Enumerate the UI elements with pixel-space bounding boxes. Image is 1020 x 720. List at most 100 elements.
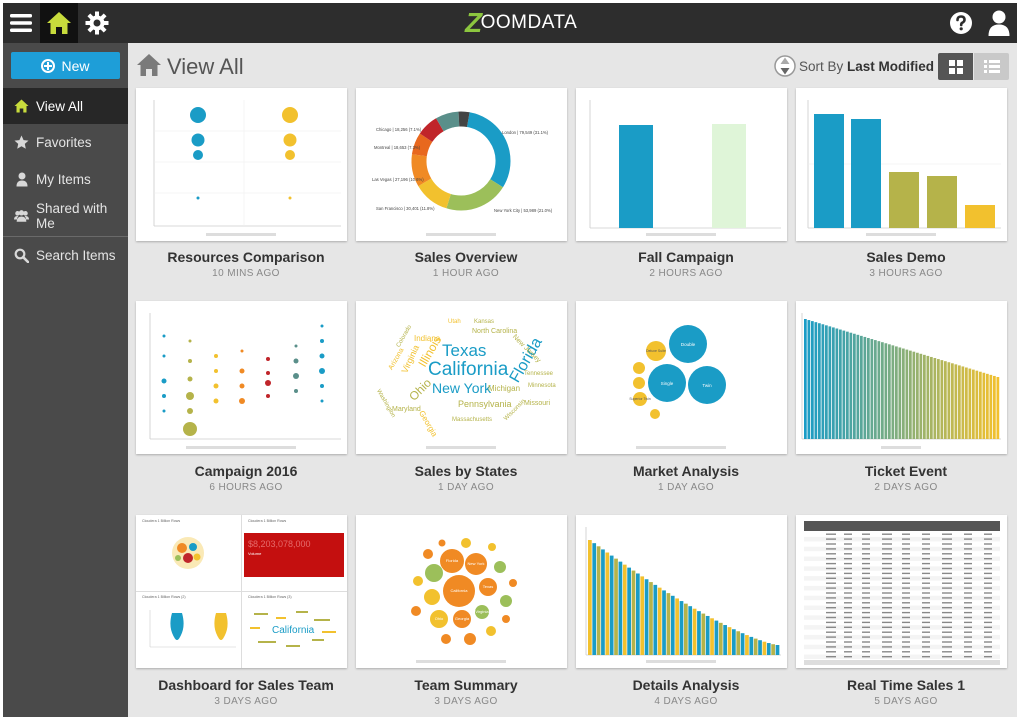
card-thumbnail[interactable]: Florida New York California Texas Ohio G… [356,515,567,668]
table-cell [964,533,972,535]
table-cell [942,548,952,550]
panel-title: Cloudera 1 Billion Rows [248,519,286,523]
card-time: 2 HOURS AGO [649,268,723,279]
thumb-bar [881,342,884,439]
table-cell [882,631,892,633]
thumb-bar [947,362,951,439]
card-thumbnail[interactable] [576,515,787,668]
card-title[interactable]: Campaign 2016 [194,463,298,479]
table-cell [984,616,992,619]
sidebar-item-my-items[interactable]: My Items [3,161,128,197]
user-icon[interactable] [981,3,1017,43]
thumb-bar [745,635,749,655]
table-cell [862,641,870,643]
table-thumbnail [804,521,1000,665]
home-icon[interactable] [40,3,78,43]
list-view-icon[interactable] [974,53,1009,80]
card-thumbnail[interactable]: London | 79,549 (31.1%) New York City | … [356,88,567,241]
cloud-word: Minnesota [528,383,556,389]
hamburger-menu-icon[interactable] [3,3,39,43]
users-icon [14,209,29,224]
thumb-bar [877,341,881,439]
thumb-bar [811,321,814,439]
thumb-bar [828,326,832,439]
table-cell [826,631,836,633]
sidebar-item-favorites[interactable]: Favorites [3,124,128,160]
table-cell [882,651,892,653]
scatter-chart-thumbnail [149,313,341,449]
table-cell [902,553,910,555]
table-cell [922,631,930,633]
sidebar-item-view-all[interactable]: View All [3,88,128,124]
card-title[interactable]: Ticket Event [864,463,948,479]
sort-icon[interactable] [774,53,796,79]
card-thumbnail[interactable] [136,88,347,241]
thumb-bar [758,640,762,655]
table-cell [984,572,992,575]
card-title[interactable]: Dashboard for Sales Team [158,677,334,693]
card-thumbnail[interactable] [796,301,1007,454]
table-cell [844,553,852,555]
card-thumbnail[interactable] [796,515,1007,668]
thumb-bar [853,333,856,439]
sidebar-item-shared-with-me[interactable]: Shared with Me [3,198,128,234]
card-thumbnail[interactable]: Texas California Florida New York Illino… [356,301,567,454]
table-cell [882,548,892,550]
sidebar-item-search-items[interactable]: Search Items [3,237,128,273]
dashboard-word: California [272,625,315,636]
sidebar-divider [3,236,128,237]
card-title[interactable]: Market Analysis [632,463,740,479]
thumb-bar [766,643,771,655]
card-title[interactable]: Sales Overview [414,249,518,265]
table-cell [984,562,992,565]
page-title: View All [167,54,244,79]
grid-view-icon[interactable] [938,53,973,80]
thumb-bar [937,359,940,439]
card-title[interactable]: Sales by States [414,463,518,479]
table-cell [964,611,972,614]
table-cell [882,636,892,638]
thumb-bar [775,645,780,655]
card-time: 5 DAYS AGO [874,696,938,707]
thumb-bar [972,369,975,439]
table-cell [922,597,930,599]
thumb-bar [692,608,697,655]
table-cell [902,582,910,584]
card-thumbnail[interactable]: Cloudera 1 Billion Rows Cloudera 1 Billi… [136,515,347,668]
table-cell [862,553,870,555]
thumb-bar [705,615,710,655]
table-cell [862,602,870,604]
table-footer [804,660,1000,665]
new-button[interactable]: New [11,52,120,79]
table-cell [902,646,910,648]
card-title[interactable]: Resources Comparison [167,249,325,265]
card-title[interactable]: Real Time Sales 1 [846,677,966,693]
table-cell [984,646,992,648]
card-thumbnail[interactable] [136,301,347,454]
thumb-bar [723,625,727,655]
table-cell [922,538,930,540]
table-cell [922,553,930,555]
cloud-word: North Carolina [472,328,517,335]
table-cell [942,616,952,619]
card-title[interactable]: Team Summary [414,677,518,693]
card-thumbnail[interactable] [576,88,787,241]
card-title[interactable]: Sales Demo [866,249,946,265]
table-cell [844,582,852,584]
card-thumbnail[interactable]: Double Single Twin Deluxe Suite Superior… [576,301,787,454]
bubble-label: Deluxe Suite [646,349,666,353]
table-cell [922,548,930,550]
sort-control[interactable]: Sort By Last Modified [799,59,934,74]
card-title[interactable]: Details Analysis [632,677,740,693]
thumb-bar [863,336,867,439]
table-cell [902,543,910,545]
help-icon[interactable] [943,3,979,43]
donut-label: Las Vegas | 27,196 (10.6%) [372,177,424,182]
table-cell [902,572,910,575]
table-cell [984,587,992,589]
card-thumbnail[interactable] [796,88,1007,241]
card-title[interactable]: Fall Campaign [638,249,734,265]
gear-icon[interactable] [79,3,115,43]
thumb-bar [714,620,719,655]
table-cell [942,587,952,589]
